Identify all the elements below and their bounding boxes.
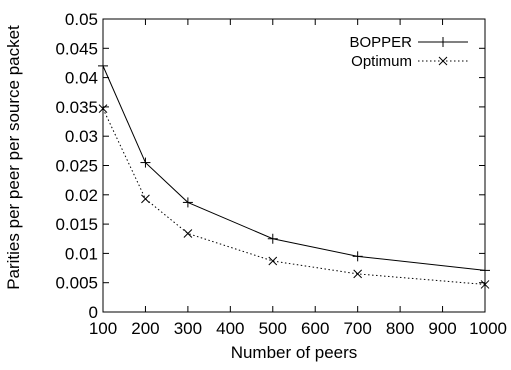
- x-tick-label: 500: [259, 319, 287, 338]
- y-tick-label: 0.025: [55, 157, 98, 176]
- legend-label-bopper: BOPPER: [349, 34, 412, 51]
- data-point-bopper: [352, 251, 363, 262]
- series-line-bopper: [102, 65, 486, 271]
- y-tick-label: 0: [89, 303, 98, 322]
- y-tick-label: 0.045: [55, 39, 98, 58]
- x-tick-label: 900: [428, 319, 456, 338]
- y-tick-label: 0.015: [55, 215, 98, 234]
- data-point-optimum: [268, 256, 278, 266]
- x-tick-label: 1000: [469, 319, 507, 338]
- y-tick-label: 0.02: [65, 186, 98, 205]
- y-axis-ticks: 0 0.005 0.01 0.015 0.02 0.025 0.03 0.035 0.04 0.0…: [55, 10, 485, 322]
- y-tick-label: 0.05: [65, 10, 98, 29]
- legend-label-optimum: Optimum: [351, 53, 412, 70]
- legend-marker-optimum: [438, 56, 448, 66]
- plot-frame: [102, 18, 486, 313]
- x-tick-label: 600: [301, 319, 329, 338]
- legend: BOPPER Optimum: [349, 34, 468, 70]
- y-tick-label: 0.01: [65, 244, 98, 263]
- data-point-bopper: [182, 197, 193, 208]
- y-axis-label: Parities per peer per source packet: [4, 25, 23, 290]
- data-point-bopper: [267, 233, 278, 244]
- legend-marker-bopper: [438, 37, 448, 47]
- series-line-optimum: [102, 108, 486, 285]
- y-tick-label: 0.03: [65, 127, 98, 146]
- x-axis-label: Number of peers: [231, 343, 358, 362]
- x-tick-label: 200: [131, 319, 159, 338]
- x-tick-label: 800: [386, 319, 414, 338]
- data-point-optimum: [353, 269, 363, 279]
- x-tick-label: 100: [89, 319, 117, 338]
- y-tick-label: 0.04: [65, 69, 98, 88]
- y-tick-label: 0.035: [55, 98, 98, 117]
- data-point-optimum: [183, 229, 193, 238]
- data-point-bopper: [140, 157, 151, 168]
- series-layer: [98, 60, 490, 289]
- x-tick-label: 300: [174, 319, 202, 338]
- x-axis-ticks: 100 200 300 400 500 600 700 800 900 1000: [89, 19, 507, 338]
- y-tick-label: 0.005: [55, 274, 98, 293]
- data-point-optimum: [141, 194, 150, 204]
- x-tick-label: 400: [216, 319, 244, 338]
- x-tick-label: 700: [343, 319, 371, 338]
